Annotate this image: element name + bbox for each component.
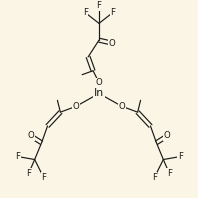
Text: F: F — [110, 8, 115, 17]
Text: F: F — [167, 169, 172, 178]
Text: In: In — [94, 89, 104, 98]
Text: F: F — [83, 8, 88, 17]
Text: O: O — [118, 102, 125, 111]
Text: F: F — [178, 152, 183, 161]
Text: F: F — [15, 152, 20, 161]
Text: O: O — [27, 131, 34, 140]
Text: F: F — [41, 173, 46, 182]
Text: F: F — [96, 1, 102, 10]
Text: O: O — [164, 131, 171, 140]
Text: O: O — [109, 39, 115, 48]
Text: F: F — [26, 169, 31, 178]
Text: F: F — [152, 173, 157, 182]
Text: O: O — [73, 102, 80, 111]
Text: O: O — [96, 78, 102, 87]
